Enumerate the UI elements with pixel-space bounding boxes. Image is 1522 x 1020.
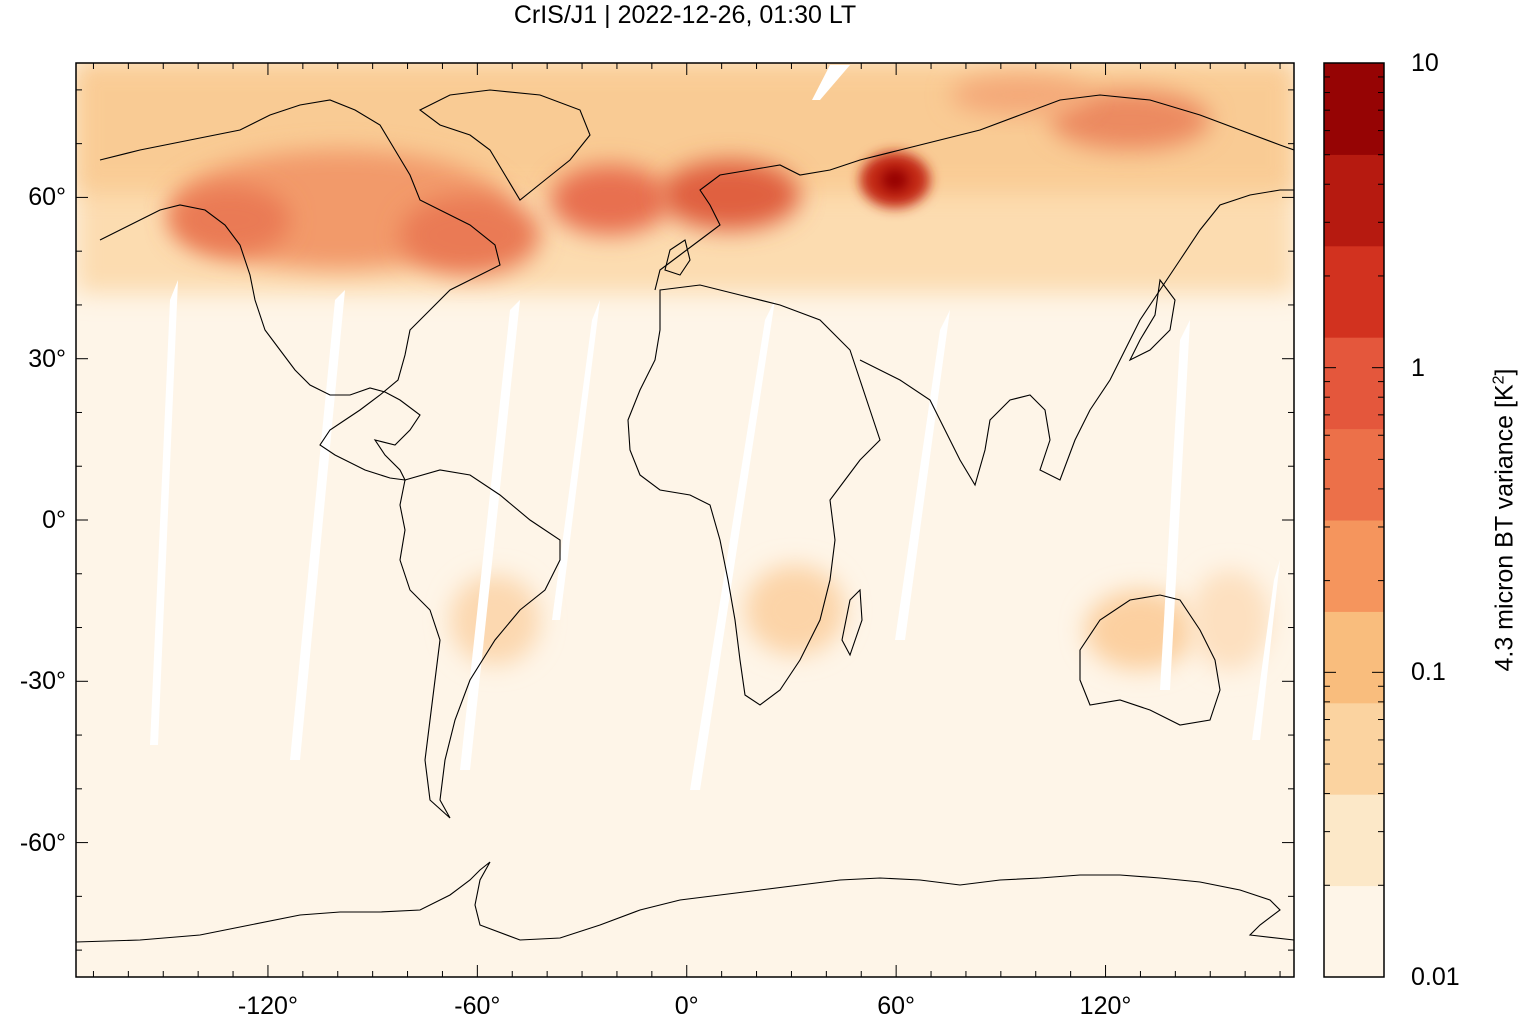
coastline-greenland — [418, 89, 591, 201]
coastline-britain — [664, 239, 691, 276]
colorbar-level — [1324, 702, 1384, 795]
y-tick-label: -30° — [19, 667, 66, 696]
orbit-gap — [1252, 560, 1280, 740]
orbit-gap — [150, 280, 178, 745]
colorbar-level — [1324, 245, 1384, 338]
heatmap-east-siberia — [1050, 90, 1210, 150]
heatmap-ural-core — [881, 168, 909, 192]
colorbar-frame — [1323, 62, 1385, 978]
x-tick-label: 60° — [877, 992, 916, 1020]
y-tick-label: 30° — [28, 344, 66, 373]
y-tick-label: -60° — [19, 828, 66, 857]
coastline-asia — [859, 189, 1294, 487]
map-axis-ticks — [76, 63, 1294, 977]
colorbar-level — [1324, 428, 1384, 521]
coastlines — [76, 89, 1294, 943]
heatmap-labrador — [400, 195, 540, 275]
y-tick-label: 60° — [28, 183, 66, 212]
colorbar-tick-label: 0.1 — [1411, 658, 1446, 687]
heatmap-south-america — [450, 575, 540, 665]
x-tick-label: 120° — [1079, 992, 1132, 1020]
y-tick-label: 0° — [42, 506, 66, 534]
colorbar-level — [1324, 794, 1384, 887]
coastline-north-america — [99, 99, 501, 481]
colorbar-level — [1324, 337, 1384, 430]
x-tick-label: -120° — [237, 992, 298, 1020]
coastline-antarctica — [76, 861, 1294, 943]
heatmap-southern-africa — [745, 565, 845, 655]
colorbar-level — [1324, 520, 1384, 612]
orbit-gap — [895, 310, 950, 640]
orbit-gap — [690, 300, 775, 790]
coastline-south-america — [399, 469, 561, 819]
heatmap-scandinavia — [660, 160, 800, 230]
x-tick-label: 0° — [674, 992, 699, 1020]
coastline-japan — [1128, 278, 1176, 362]
heatmap-layer — [76, 63, 1294, 977]
orbit-gap — [812, 65, 850, 100]
colorbar-level — [1324, 154, 1384, 247]
colorbar-level — [1324, 63, 1384, 155]
colorbar-level — [1324, 885, 1384, 978]
heatmap-north-atlantic — [550, 165, 670, 235]
heatmap-coral-sea — [1190, 570, 1270, 670]
coastline-africa — [627, 284, 881, 706]
colorbar-tick-label: 1 — [1411, 353, 1425, 382]
colorbar-tick-label: 10 — [1411, 49, 1439, 77]
colorbar-tick-label: 0.01 — [1411, 963, 1460, 991]
orbit-gap — [460, 300, 520, 770]
x-tick-label: -60° — [454, 992, 501, 1020]
colorbar-level — [1324, 611, 1384, 704]
orbit-gap — [1160, 320, 1190, 690]
orbit-gap — [290, 290, 345, 760]
heatmap-alaska — [170, 185, 290, 255]
coastline-madagascar — [841, 588, 863, 657]
coastline-australia — [1079, 594, 1221, 726]
coastline-europe — [654, 94, 1294, 291]
heatmap-north-siberia — [950, 75, 1090, 115]
colorbar-label: 4.3 micron BT variance [K2] — [1490, 368, 1519, 672]
orbit-gaps — [150, 65, 1280, 790]
orbit-gap — [552, 300, 600, 620]
chart-title: CrIS/J1 | 2022-12-26, 01:30 LT — [513, 1, 857, 29]
colorbar-ticks — [1324, 76, 1384, 978]
colorbar-levels — [1324, 63, 1384, 978]
